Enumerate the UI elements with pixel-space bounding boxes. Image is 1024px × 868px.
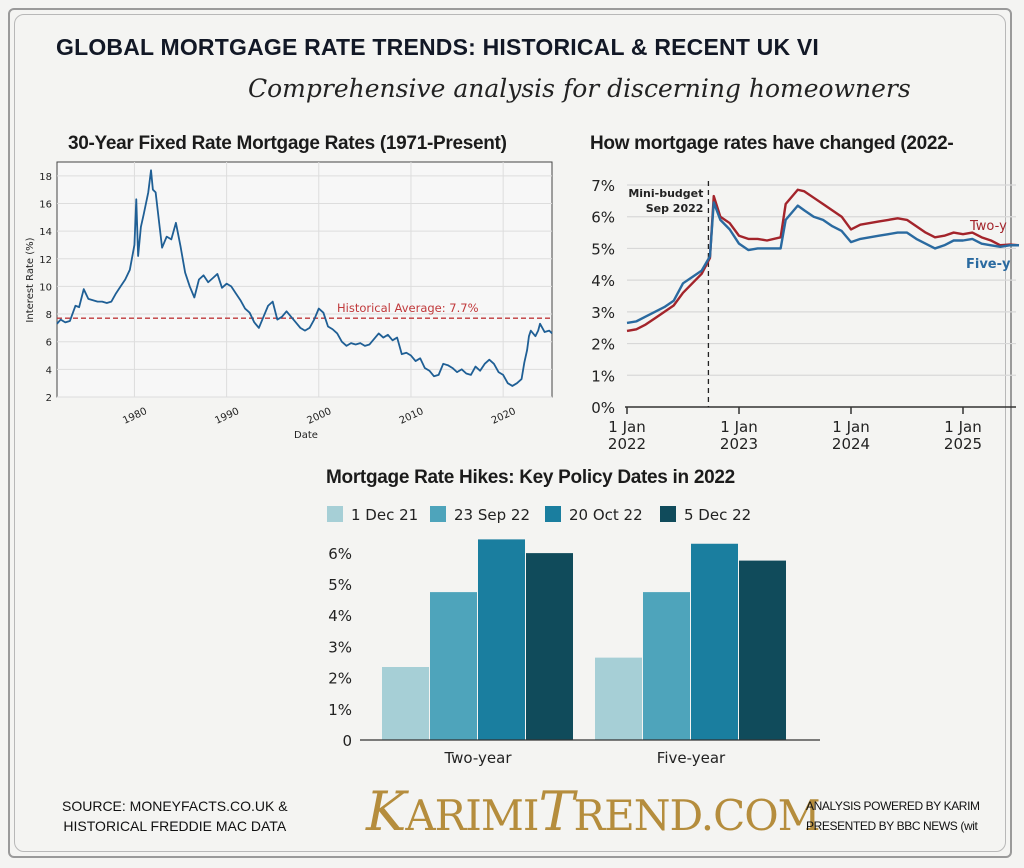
two-year-series-line (626, 188, 1020, 333)
bar (691, 543, 738, 740)
y-tick-label: 8 (46, 310, 52, 321)
x-tick-label: 1 Jan (608, 418, 645, 436)
source-note: SOURCE: MONEYFACTS.CO.UK & HISTORICAL FR… (62, 796, 288, 836)
page-subtitle: Comprehensive analysis for discerning ho… (248, 74, 911, 103)
y-tick-label: 16 (39, 199, 52, 210)
bar (595, 657, 642, 740)
y-tick-label: 4% (328, 607, 352, 625)
legend-label: 1 Dec 21 (351, 506, 418, 524)
five-year-label: Five-y (966, 257, 1011, 272)
us-chart-title: 30-Year Fixed Rate Mortgage Rates (1971-… (68, 133, 507, 154)
legend-swatch (545, 506, 561, 522)
y-tick-label: 6% (591, 209, 615, 227)
outer-frame (8, 8, 1012, 858)
y-axis-label: Interest Rate (%) (25, 237, 36, 322)
y-tick-label: 6 (46, 338, 52, 349)
y-tick-label: 10 (39, 282, 52, 293)
legend-swatch (660, 506, 676, 522)
y-tick-label: 2% (328, 670, 352, 688)
credit-note: ANALYSIS POWERED BY KARIM PRESENTED BY B… (806, 796, 980, 836)
historical-average-label: Historical Average: 7.7% (337, 301, 479, 315)
x-tick-label: 1 Jan (720, 418, 757, 436)
mini-budget-date: Sep 2022 (646, 202, 704, 215)
plot-area (56, 161, 553, 398)
mini-budget-label: Mini-budget (628, 187, 703, 200)
legend-label: 20 Oct 22 (569, 506, 643, 524)
y-tick-label: 5% (591, 240, 615, 258)
two-year-label: Two-y (969, 219, 1007, 234)
credit-line-2: PRESENTED BY BBC NEWS (wit (806, 819, 978, 833)
y-tick-label: 3% (328, 638, 352, 656)
category-label: Five-year (657, 749, 726, 767)
legend-swatch (430, 506, 446, 522)
x-tick-label: 2022 (608, 435, 646, 453)
y-tick-label: 1% (591, 367, 615, 385)
x-axis-label: Date (294, 430, 318, 441)
us-rate-series-line (56, 169, 553, 387)
y-tick-label: 3% (591, 304, 615, 322)
source-line-1: SOURCE: MONEYFACTS.CO.UK & (62, 798, 288, 814)
y-tick-label: 0% (591, 399, 615, 417)
legend-label: 5 Dec 22 (684, 506, 751, 524)
y-tick-label: 14 (39, 227, 52, 238)
bar (382, 666, 429, 740)
x-tick-label: 2023 (720, 435, 758, 453)
y-tick-label: 4 (46, 365, 52, 376)
x-tick-label: 2025 (944, 435, 982, 453)
y-tick-label: 18 (39, 172, 52, 183)
category-label: Two-year (443, 749, 512, 767)
karimitrend-logo: KARIMITREND.COM (366, 780, 821, 843)
y-tick-label: 0 (342, 732, 352, 750)
page-title: GLOBAL MORTGAGE RATE TRENDS: HISTORICAL … (56, 34, 820, 60)
bar (478, 539, 525, 740)
inner-frame (14, 14, 1006, 852)
legend-swatch (327, 506, 343, 522)
bar (739, 560, 786, 740)
five-year-series-line (626, 201, 1019, 325)
y-tick-label: 12 (39, 255, 52, 266)
x-tick-label: 1 Jan (832, 418, 869, 436)
x-tick-label: 2024 (832, 435, 870, 453)
y-tick-label: 4% (591, 272, 615, 290)
bar (643, 592, 690, 740)
y-tick-label: 2% (591, 336, 615, 354)
x-tick-label: 1 Jan (944, 418, 981, 436)
credit-line-1: ANALYSIS POWERED BY KARIM (806, 799, 980, 813)
legend-label: 23 Sep 22 (454, 506, 530, 524)
y-tick-label: 6% (328, 545, 352, 563)
y-tick-label: 1% (328, 701, 352, 719)
bar-chart-title: Mortgage Rate Hikes: Key Policy Dates in… (326, 467, 735, 488)
source-line-2: HISTORICAL FREDDIE MAC DATA (63, 818, 287, 834)
bar (526, 553, 573, 740)
y-tick-label: 7% (591, 177, 615, 195)
y-tick-label: 2 (46, 393, 52, 404)
uk-chart-title: How mortgage rates have changed (2022- (590, 133, 954, 154)
y-tick-label: 5% (328, 576, 352, 594)
bar (430, 592, 477, 740)
